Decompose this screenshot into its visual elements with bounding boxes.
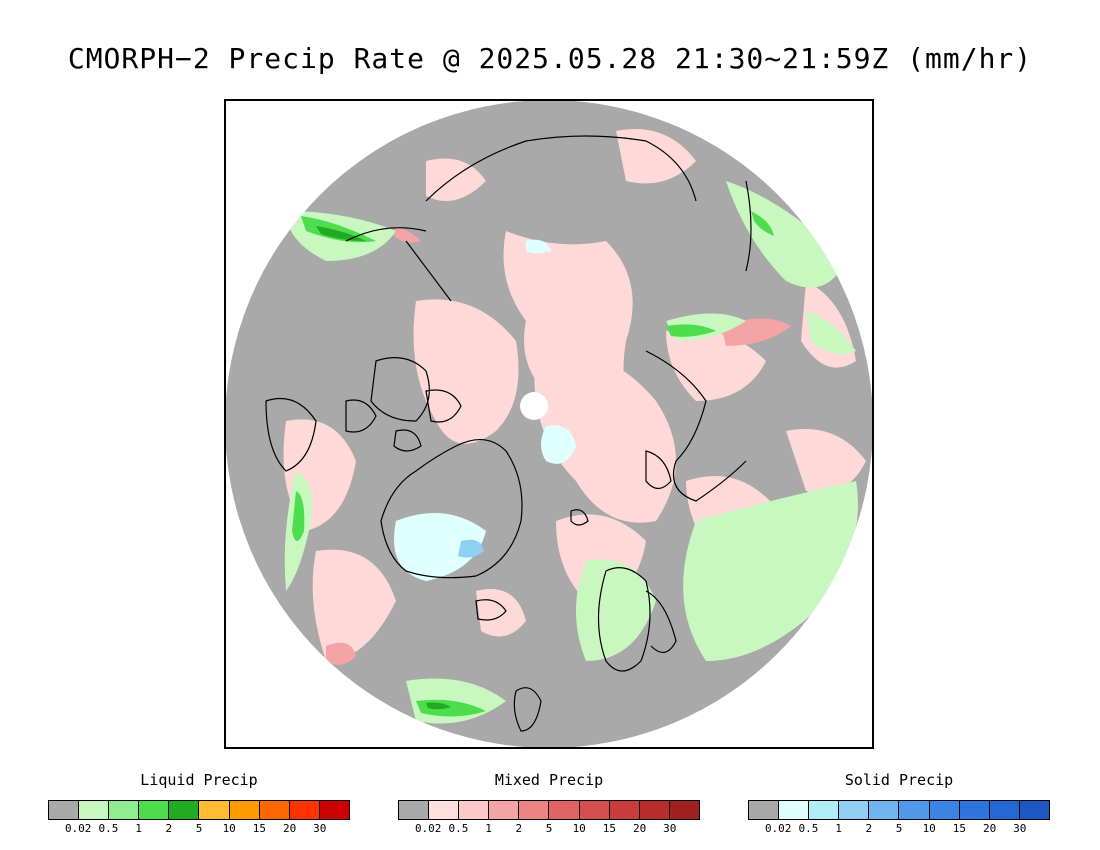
- solid-legend-swatch: [959, 801, 990, 819]
- mixed-legend-swatch: [639, 801, 670, 819]
- solid-legend-tick-label: 15: [952, 822, 967, 835]
- solid-legend-swatch: [809, 801, 840, 819]
- solid-precip-moderate-areas: [458, 539, 484, 558]
- solid-legend-swatch: [989, 801, 1020, 819]
- liquid-legend-swatch: [79, 801, 110, 819]
- mixed-legend-swatch: [609, 801, 640, 819]
- liquid-legend-swatch: [199, 801, 230, 819]
- pole-no-data-area: [520, 392, 548, 420]
- liquid-precip-legend: Liquid Precip 0.02 0.5 1 2 5 10 15 20 30: [48, 770, 350, 836]
- mixed-legend-swatch: [489, 801, 520, 819]
- solid-legend-colorbar: [748, 800, 1050, 820]
- solid-legend-swatch: [839, 801, 870, 819]
- mixed-legend-ticks: 0.02 0.5 1 2 5 10 15 20 30: [398, 822, 700, 836]
- solid-legend-tick-label: 2: [865, 822, 873, 835]
- liquid-legend-swatch: [229, 801, 260, 819]
- mixed-legend-swatch: [429, 801, 460, 819]
- liquid-legend-tick-label: 2: [165, 822, 173, 835]
- solid-legend-swatch: [929, 801, 960, 819]
- liquid-legend-ticks: 0.02 0.5 1 2 5 10 15 20 30: [48, 822, 350, 836]
- liquid-legend-title: Liquid Precip: [140, 771, 258, 789]
- solid-legend-title: Solid Precip: [844, 771, 954, 789]
- solid-legend-tick-label: 0.02: [764, 822, 792, 835]
- solid-legend-swatch: [749, 801, 780, 819]
- mixed-legend-tick-label: 0.5: [448, 822, 469, 835]
- liquid-legend-swatch: [49, 801, 80, 819]
- solid-precip-light-areas: [394, 239, 576, 581]
- polar-projection-svg: [226, 101, 872, 747]
- iceland-outline: [475, 599, 507, 621]
- liquid-legend-swatch: [139, 801, 170, 819]
- solid-legend-tick-label: 20: [982, 822, 997, 835]
- liquid-legend-tick-label: 0.02: [64, 822, 92, 835]
- liquid-legend-tick-label: 5: [195, 822, 203, 835]
- mixed-legend-tick-label: 10: [572, 822, 586, 835]
- mixed-legend-tick-label: 0.02: [414, 822, 442, 835]
- mixed-legend-swatch: [519, 801, 550, 819]
- liquid-legend-swatch: [289, 801, 320, 819]
- mixed-legend-swatch: [579, 801, 610, 819]
- solid-precip-legend: Solid Precip 0.02 0.5 1 2 5 10 15 20 30: [748, 770, 1050, 836]
- coastlines: [265, 135, 752, 732]
- mixed-legend-swatch: [669, 801, 699, 819]
- liquid-legend-swatch: [319, 801, 349, 819]
- solid-legend-swatch: [899, 801, 930, 819]
- solid-legend-tick-label: 1: [835, 822, 842, 835]
- liquid-legend-colorbar: [48, 800, 350, 820]
- solid-legend-swatch: [1019, 801, 1049, 819]
- liquid-legend-tick-label: 10: [222, 822, 236, 835]
- solid-legend-ticks: 0.02 0.5 1 2 5 10 15 20 30: [748, 822, 1050, 836]
- liquid-legend-swatch: [169, 801, 200, 819]
- mixed-legend-tick-label: 1: [485, 822, 492, 835]
- mixed-legend-swatch: [549, 801, 580, 819]
- mixed-legend-tick-label: 20: [632, 822, 647, 835]
- polar-precip-map: [224, 99, 874, 749]
- liquid-legend-tick-label: 0.5: [98, 822, 119, 835]
- mixed-legend-tick-label: 5: [545, 822, 553, 835]
- solid-legend-tick-label: 0.5: [798, 822, 819, 835]
- liquid-legend-swatch: [259, 801, 290, 819]
- solid-legend-swatch: [779, 801, 810, 819]
- mixed-legend-title: Mixed Precip: [494, 771, 604, 789]
- mixed-legend-tick-label: 15: [602, 822, 617, 835]
- scandinavia-outline: [597, 567, 651, 672]
- mixed-legend-tick-label: 2: [515, 822, 523, 835]
- liquid-precip-light-areas: [284, 181, 858, 724]
- solid-legend-swatch: [869, 801, 900, 819]
- liquid-legend-swatch: [109, 801, 140, 819]
- mixed-legend-swatch: [459, 801, 490, 819]
- mixed-legend-tick-label: 30: [663, 822, 677, 835]
- liquid-legend-tick-label: 1: [135, 822, 142, 835]
- liquid-legend-tick-label: 20: [282, 822, 297, 835]
- liquid-legend-tick-label: 15: [252, 822, 267, 835]
- mixed-precip-legend: Mixed Precip 0.02 0.5 1 2 5 10 15 20 30: [398, 770, 700, 836]
- solid-legend-tick-label: 30: [1013, 822, 1027, 835]
- greenland-outline: [380, 439, 523, 579]
- mixed-legend-swatch: [399, 801, 430, 819]
- liquid-legend-tick-label: 30: [313, 822, 327, 835]
- mixed-legend-colorbar: [398, 800, 700, 820]
- solid-legend-tick-label: 5: [895, 822, 903, 835]
- mixed-precip-light-areas: [283, 129, 866, 661]
- map-title: CMORPH−2 Precip Rate @ 2025.05.28 21:30~…: [67, 42, 1033, 75]
- solid-legend-tick-label: 10: [922, 822, 936, 835]
